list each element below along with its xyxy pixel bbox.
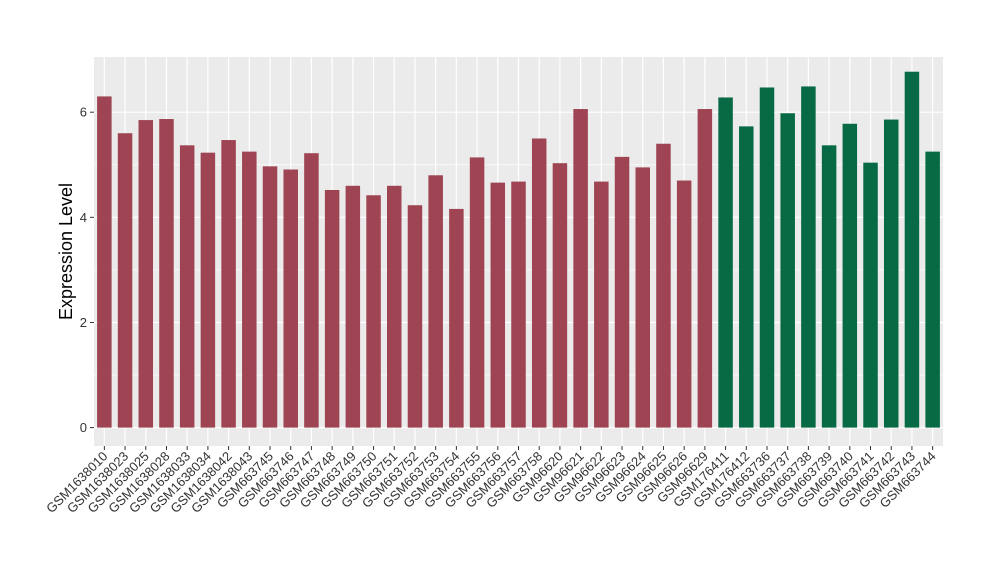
- bar-GSM663748: [324, 189, 340, 428]
- bar-GSM663747: [304, 153, 319, 428]
- bar-GSM663752: [407, 205, 423, 428]
- bar-GSM1638023: [117, 133, 133, 428]
- bar-GSM663751: [387, 185, 402, 428]
- y-tick-label: 4: [80, 210, 87, 225]
- bar-GSM176411: [718, 97, 733, 428]
- bar-GSM1638042: [221, 140, 236, 428]
- bar-GSM663736: [759, 87, 775, 428]
- x-axis: GSM1638010GSM1638023GSM1638025GSM1638028…: [43, 446, 939, 516]
- bar-GSM96621: [573, 109, 588, 428]
- bar-GSM663741: [863, 162, 878, 428]
- bar-GSM663740: [842, 123, 858, 428]
- bar-GSM663753: [428, 175, 443, 428]
- bar-GSM663744: [925, 151, 940, 428]
- bar-GSM663755: [469, 157, 485, 428]
- bar-GSM663737: [780, 113, 795, 428]
- bar-GSM663758: [531, 138, 547, 428]
- bar-GSM1638010: [97, 96, 112, 428]
- bar-GSM663757: [511, 181, 526, 428]
- y-tick-label: 0: [80, 420, 87, 435]
- bar-GSM1638033: [179, 145, 195, 428]
- bar-GSM96624: [635, 167, 650, 428]
- bar-GSM663743: [904, 71, 920, 428]
- bar-GSM1638034: [200, 152, 216, 428]
- bar-GSM96622: [594, 181, 609, 428]
- y-axis-title: Expression Level: [56, 183, 76, 320]
- bar-GSM96625: [656, 143, 671, 428]
- bar-GSM96623: [614, 156, 630, 428]
- bar-GSM1638028: [159, 119, 174, 428]
- bars: [97, 71, 940, 428]
- bar-GSM1638043: [242, 151, 257, 428]
- bar-GSM663756: [490, 182, 506, 428]
- y-axis: 0 2 4 6: [80, 105, 94, 435]
- bar-GSM176412: [739, 126, 754, 428]
- bar-GSM663745: [262, 166, 278, 428]
- bar-GSM96626: [676, 180, 692, 428]
- bar-GSM96629: [697, 109, 713, 428]
- bar-GSM663749: [345, 185, 361, 428]
- bar-GSM96620: [552, 163, 568, 428]
- bar-GSM663750: [366, 195, 381, 428]
- bar-GSM663754: [449, 208, 464, 428]
- y-tick-label: 2: [80, 315, 87, 330]
- y-tick-label: 6: [80, 105, 87, 120]
- bar-GSM663746: [283, 169, 298, 428]
- bar-GSM1638025: [138, 120, 154, 428]
- bar-GSM663739: [821, 145, 837, 428]
- bar-GSM663742: [883, 119, 899, 428]
- bar-GSM663738: [801, 86, 816, 428]
